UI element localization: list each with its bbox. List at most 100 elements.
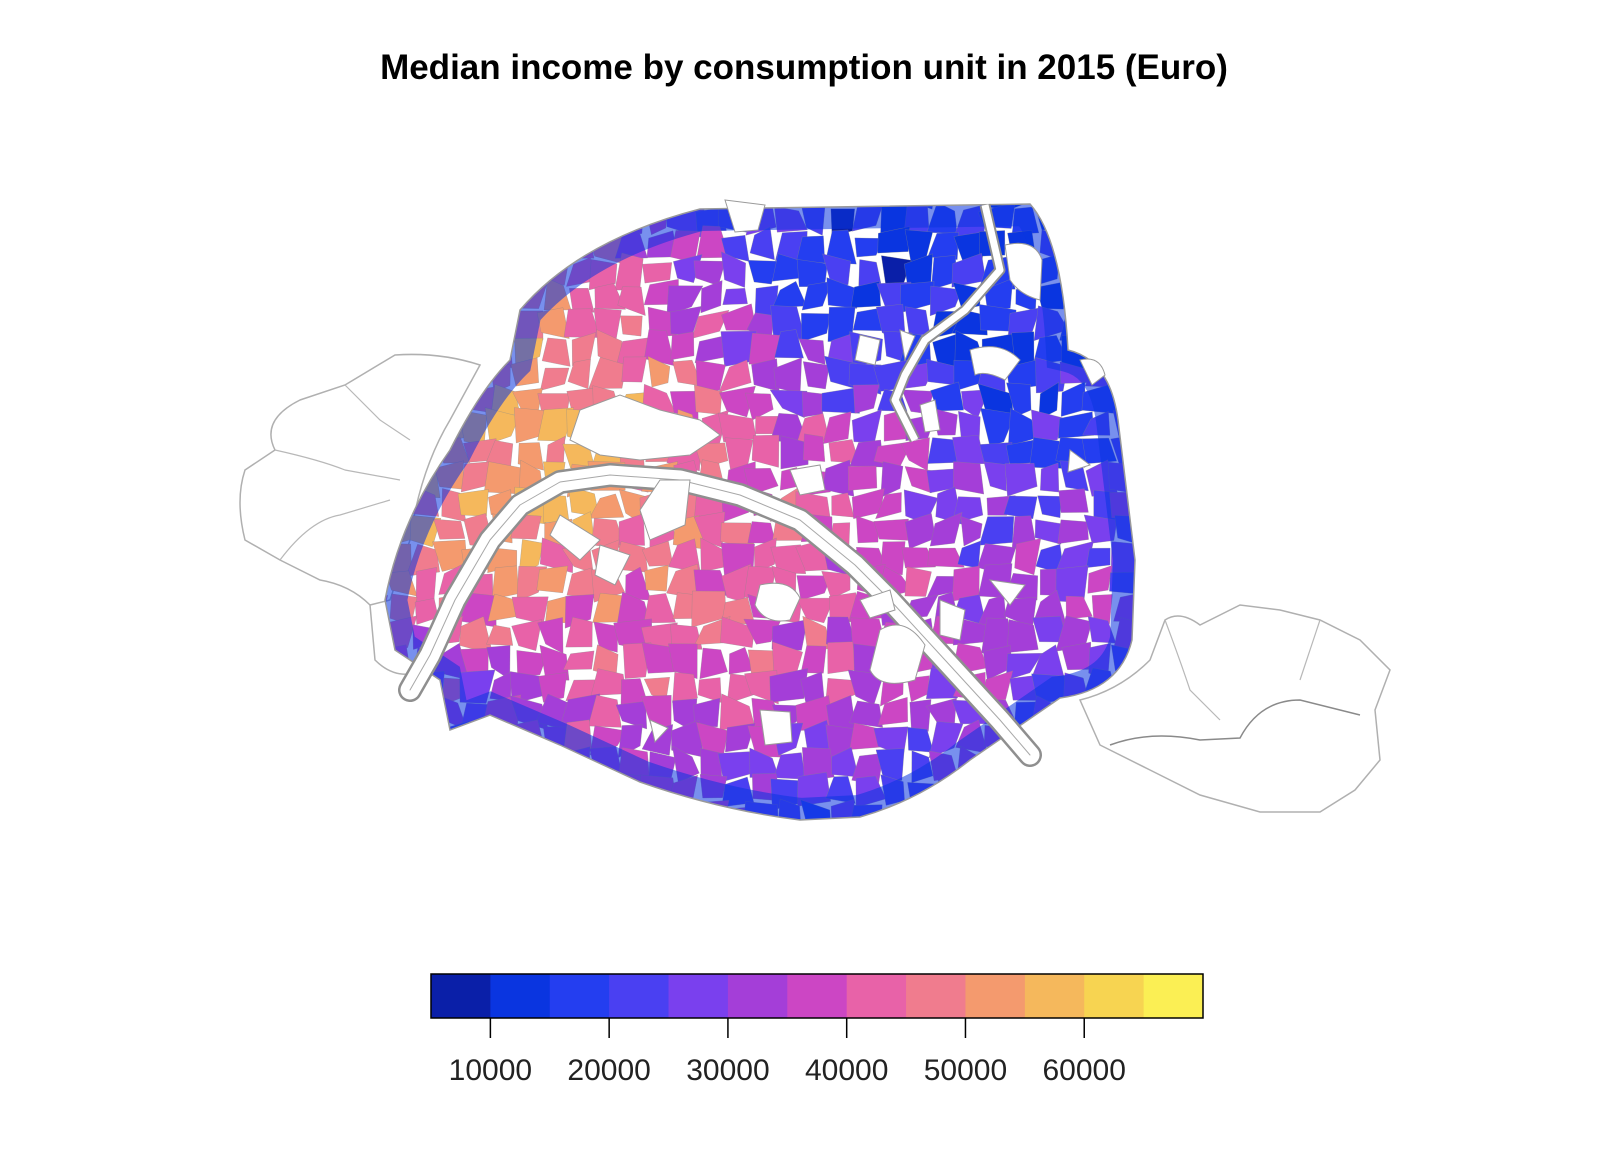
district-polygon — [693, 697, 721, 728]
district-polygon — [1111, 204, 1135, 232]
district-polygon — [410, 721, 437, 759]
district-polygon — [1031, 409, 1063, 441]
district-polygon — [385, 807, 389, 820]
district-polygon — [1108, 824, 1143, 856]
district-polygon — [1082, 750, 1113, 777]
legend-swatch — [431, 974, 491, 1018]
district-polygon — [457, 752, 486, 785]
district-polygon — [561, 204, 590, 234]
district-polygon — [385, 227, 393, 265]
district-polygon — [539, 367, 570, 391]
district-polygon — [538, 803, 570, 820]
district-polygon — [666, 285, 704, 317]
district-polygon — [802, 361, 830, 390]
district-polygon — [672, 671, 698, 704]
district-polygon — [588, 356, 627, 389]
district-polygon — [827, 641, 857, 674]
district-polygon — [590, 781, 624, 810]
district-polygon — [433, 518, 466, 540]
district-polygon — [385, 204, 392, 234]
district-polygon — [821, 387, 860, 414]
district-polygon — [385, 669, 392, 701]
district-polygon — [751, 434, 780, 468]
legend-swatch — [1084, 974, 1145, 1018]
district-polygon — [824, 229, 857, 265]
district-polygon — [902, 824, 930, 861]
district-polygon — [1031, 204, 1064, 212]
district-polygon — [486, 303, 515, 343]
legend-tick-label: 20000 — [567, 1054, 650, 1087]
district-polygon — [458, 834, 487, 861]
district-polygon — [1004, 462, 1038, 497]
district-polygon — [875, 748, 905, 782]
district-polygon — [617, 286, 646, 316]
district-polygon — [537, 771, 574, 803]
district-polygon — [1034, 519, 1062, 545]
district-polygon — [385, 278, 390, 310]
legend-swatch — [906, 974, 966, 1018]
district-polygon — [952, 434, 986, 465]
district-polygon — [695, 825, 722, 853]
district-polygon — [385, 772, 389, 810]
district-polygon — [1065, 595, 1093, 620]
district-polygon — [487, 723, 512, 753]
district-polygon — [486, 624, 514, 646]
district-polygon — [1110, 807, 1135, 820]
district-polygon — [930, 802, 955, 820]
legend-swatch — [787, 974, 848, 1018]
district-polygon — [825, 827, 859, 862]
legend-tick-label: 50000 — [924, 1054, 1007, 1087]
district-polygon — [700, 280, 723, 314]
district-polygon — [385, 727, 418, 758]
legend-swatch — [1024, 974, 1085, 1018]
district-polygon — [518, 539, 544, 575]
district-polygon — [746, 824, 776, 858]
district-polygon — [773, 357, 802, 394]
district-polygon — [774, 329, 804, 359]
district-polygon — [927, 232, 959, 260]
district-polygon — [437, 749, 467, 775]
district-polygon — [699, 204, 730, 210]
district-polygon — [385, 305, 413, 335]
district-polygon — [904, 566, 932, 597]
district-polygon — [1108, 339, 1135, 363]
district-polygon — [1111, 256, 1135, 290]
district-polygon — [491, 233, 521, 263]
district-polygon — [651, 801, 669, 820]
district-polygon — [433, 209, 468, 235]
district-polygon — [1142, 538, 1168, 567]
legend-swatch — [965, 974, 1026, 1018]
district-polygon — [1081, 285, 1114, 316]
district-polygon — [1062, 256, 1088, 290]
district-polygon — [405, 204, 441, 207]
district-polygon — [717, 412, 757, 443]
district-polygon — [978, 516, 1015, 546]
district-polygon — [953, 461, 985, 495]
district-polygon — [437, 226, 470, 265]
district-polygon — [907, 727, 935, 753]
district-polygon — [747, 260, 779, 285]
district-polygon — [642, 262, 673, 284]
district-polygon — [458, 801, 496, 820]
district-polygon — [647, 204, 671, 212]
district-polygon — [753, 185, 779, 204]
district-polygon — [1008, 804, 1035, 820]
district-polygon — [1140, 201, 1163, 234]
district-polygon — [699, 647, 728, 680]
district-polygon — [490, 746, 520, 779]
district-polygon — [1142, 287, 1172, 314]
district-polygon — [562, 650, 595, 671]
district-polygon — [927, 547, 965, 568]
district-polygon — [615, 701, 648, 730]
district-polygon — [1091, 594, 1113, 626]
district-polygon — [1144, 519, 1168, 545]
district-polygon — [796, 597, 835, 624]
district-polygon — [623, 825, 648, 856]
district-polygon — [1085, 547, 1111, 568]
district-polygon — [536, 565, 569, 594]
district-polygon — [983, 752, 1014, 780]
district-polygon — [904, 306, 931, 338]
district-polygon — [1138, 568, 1170, 601]
district-polygon — [726, 829, 752, 860]
district-polygon — [621, 356, 648, 383]
